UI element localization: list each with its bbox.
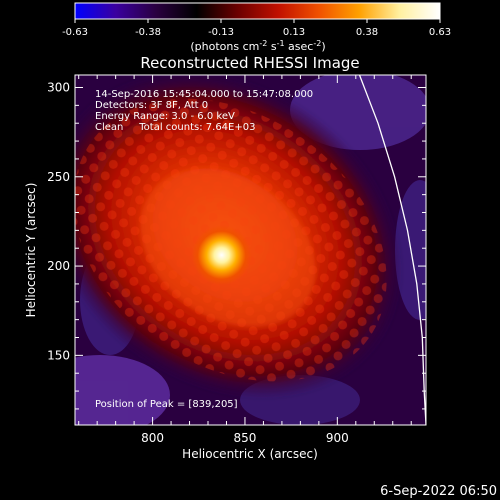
colorbar-label: (photons cm-2 s-1 asec-2) — [190, 39, 325, 53]
colorbar-ticks: -0.63 -0.38 -0.13 0.13 0.38 0.63 — [62, 19, 451, 38]
colorbar-tick-label: -0.13 — [208, 27, 234, 38]
footer-timestamp: 6-Sep-2022 06:50 — [380, 484, 497, 499]
chart-title: Reconstructed RHESSI Image — [140, 54, 359, 72]
colorbar-tick-label: 0.38 — [356, 27, 378, 38]
colorbar-tick-label: -0.63 — [62, 27, 88, 38]
x-tick-label: 800 — [141, 431, 164, 445]
y-axis-label: Heliocentric Y (arcsec) — [24, 183, 38, 318]
annotation-line: 14-Sep-2016 15:45:04.000 to 15:47:08.000 — [95, 89, 313, 100]
observation-annotations: 14-Sep-2016 15:45:04.000 to 15:47:08.000… — [95, 89, 313, 133]
colorbar-tick-label: -0.38 — [135, 27, 161, 38]
peak-core — [191, 225, 252, 286]
y-tick-label: 200 — [47, 259, 70, 273]
x-axis-ticks: 800 850 900 — [78, 75, 412, 445]
colorbar-tick-label: 0.63 — [429, 27, 451, 38]
solar-limb-curve — [358, 75, 426, 425]
colorbar-tick-label: 0.13 — [283, 27, 305, 38]
y-tick-label: 300 — [47, 81, 70, 95]
annotation-line: Clean Total counts: 7.64E+03 — [95, 122, 255, 133]
annotation-line: Energy Range: 3.0 - 6.0 keV — [95, 111, 235, 122]
x-tick-label: 900 — [326, 431, 349, 445]
plot-frame — [74, 74, 427, 426]
x-tick-label: 850 — [234, 431, 257, 445]
plot-image — [75, 75, 426, 425]
colorbar: -0.63 -0.38 -0.13 0.13 0.38 0.63 (photons cm-… — [62, 2, 451, 53]
y-axis-ticks: 150 200 250 300 — [47, 81, 426, 410]
y-tick-label: 150 — [47, 348, 70, 362]
y-tick-label: 250 — [47, 170, 70, 184]
annotation-line: Detectors: 3F 8F, Att 0 — [95, 100, 208, 111]
peak-position-label: Position of Peak = [839,205] — [95, 399, 238, 410]
x-axis-label: Heliocentric X (arcsec) — [182, 447, 318, 461]
colorbar-gradient — [74, 2, 441, 20]
